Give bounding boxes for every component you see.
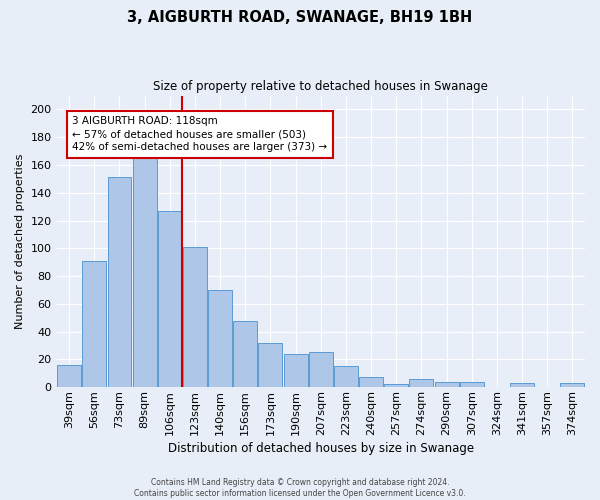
Bar — [57, 365, 81, 387]
Bar — [359, 378, 383, 387]
Y-axis label: Number of detached properties: Number of detached properties — [15, 154, 25, 329]
Bar — [334, 366, 358, 387]
Bar — [434, 382, 458, 387]
Text: 3, AIGBURTH ROAD, SWANAGE, BH19 1BH: 3, AIGBURTH ROAD, SWANAGE, BH19 1BH — [127, 10, 473, 25]
Bar — [233, 320, 257, 387]
Text: Contains HM Land Registry data © Crown copyright and database right 2024.
Contai: Contains HM Land Registry data © Crown c… — [134, 478, 466, 498]
Bar — [284, 354, 308, 387]
Title: Size of property relative to detached houses in Swanage: Size of property relative to detached ho… — [154, 80, 488, 93]
Bar — [82, 261, 106, 387]
Bar — [460, 382, 484, 387]
X-axis label: Distribution of detached houses by size in Swanage: Distribution of detached houses by size … — [168, 442, 474, 455]
Bar — [259, 342, 283, 387]
Bar — [385, 384, 408, 387]
Bar — [107, 178, 131, 387]
Bar — [158, 211, 182, 387]
Bar — [208, 290, 232, 387]
Bar — [183, 247, 207, 387]
Text: 3 AIGBURTH ROAD: 118sqm
← 57% of detached houses are smaller (503)
42% of semi-d: 3 AIGBURTH ROAD: 118sqm ← 57% of detache… — [73, 116, 328, 152]
Bar — [560, 383, 584, 387]
Bar — [133, 158, 157, 387]
Bar — [409, 379, 433, 387]
Bar — [510, 383, 534, 387]
Bar — [309, 352, 333, 387]
